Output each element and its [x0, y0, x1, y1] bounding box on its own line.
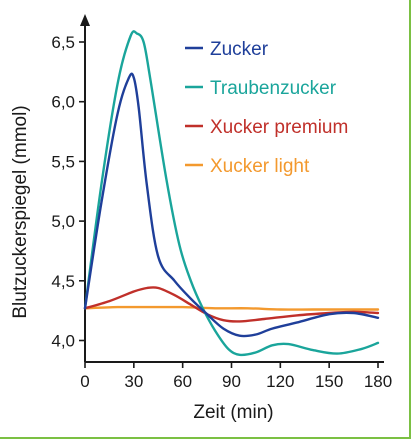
legend-label-xucker-premium: Xucker premium [210, 117, 348, 138]
y-tick-label: 5,5 [51, 152, 75, 171]
x-tick-label: 90 [222, 372, 241, 391]
series-line-xucker-light [83, 305, 380, 311]
x-tick-label: 30 [124, 372, 143, 391]
y-tick-label: 4,5 [51, 272, 75, 291]
series-line-zucker [83, 72, 380, 338]
y-axis-label: Blutzuckerspiegel (mmol) [10, 105, 31, 318]
legend: Zucker Traubenzucker Xucker premium Xucker … [185, 39, 348, 177]
x-tick-label: 180 [364, 372, 392, 391]
y-axis-arrow [80, 14, 90, 26]
x-axis-label: Zeit (min) [193, 402, 273, 423]
y-tick-label: 5,0 [51, 212, 75, 231]
x-axis-ticks: 0 30 60 90 120 150 180 [80, 362, 392, 391]
y-tick-label: 6,0 [51, 93, 75, 112]
legend-label-traubenzucker: Traubenzucker [210, 78, 337, 99]
series-line-traubenzucker [83, 30, 380, 357]
x-tick-label: 150 [315, 372, 343, 391]
y-axis-ticks: 4,0 4,5 5,0 5,5 6,0 6,5 [51, 33, 85, 351]
x-tick-label: 60 [173, 372, 192, 391]
y-tick-label: 6,5 [51, 33, 75, 52]
series-line-xucker-premium [83, 286, 380, 323]
legend-label-zucker: Zucker [210, 39, 269, 60]
y-tick-label: 4,0 [51, 332, 75, 351]
series-lines [83, 30, 380, 357]
x-tick-label: 120 [266, 372, 294, 391]
legend-label-xucker-light: Xucker light [210, 156, 310, 177]
x-tick-label: 0 [80, 372, 89, 391]
